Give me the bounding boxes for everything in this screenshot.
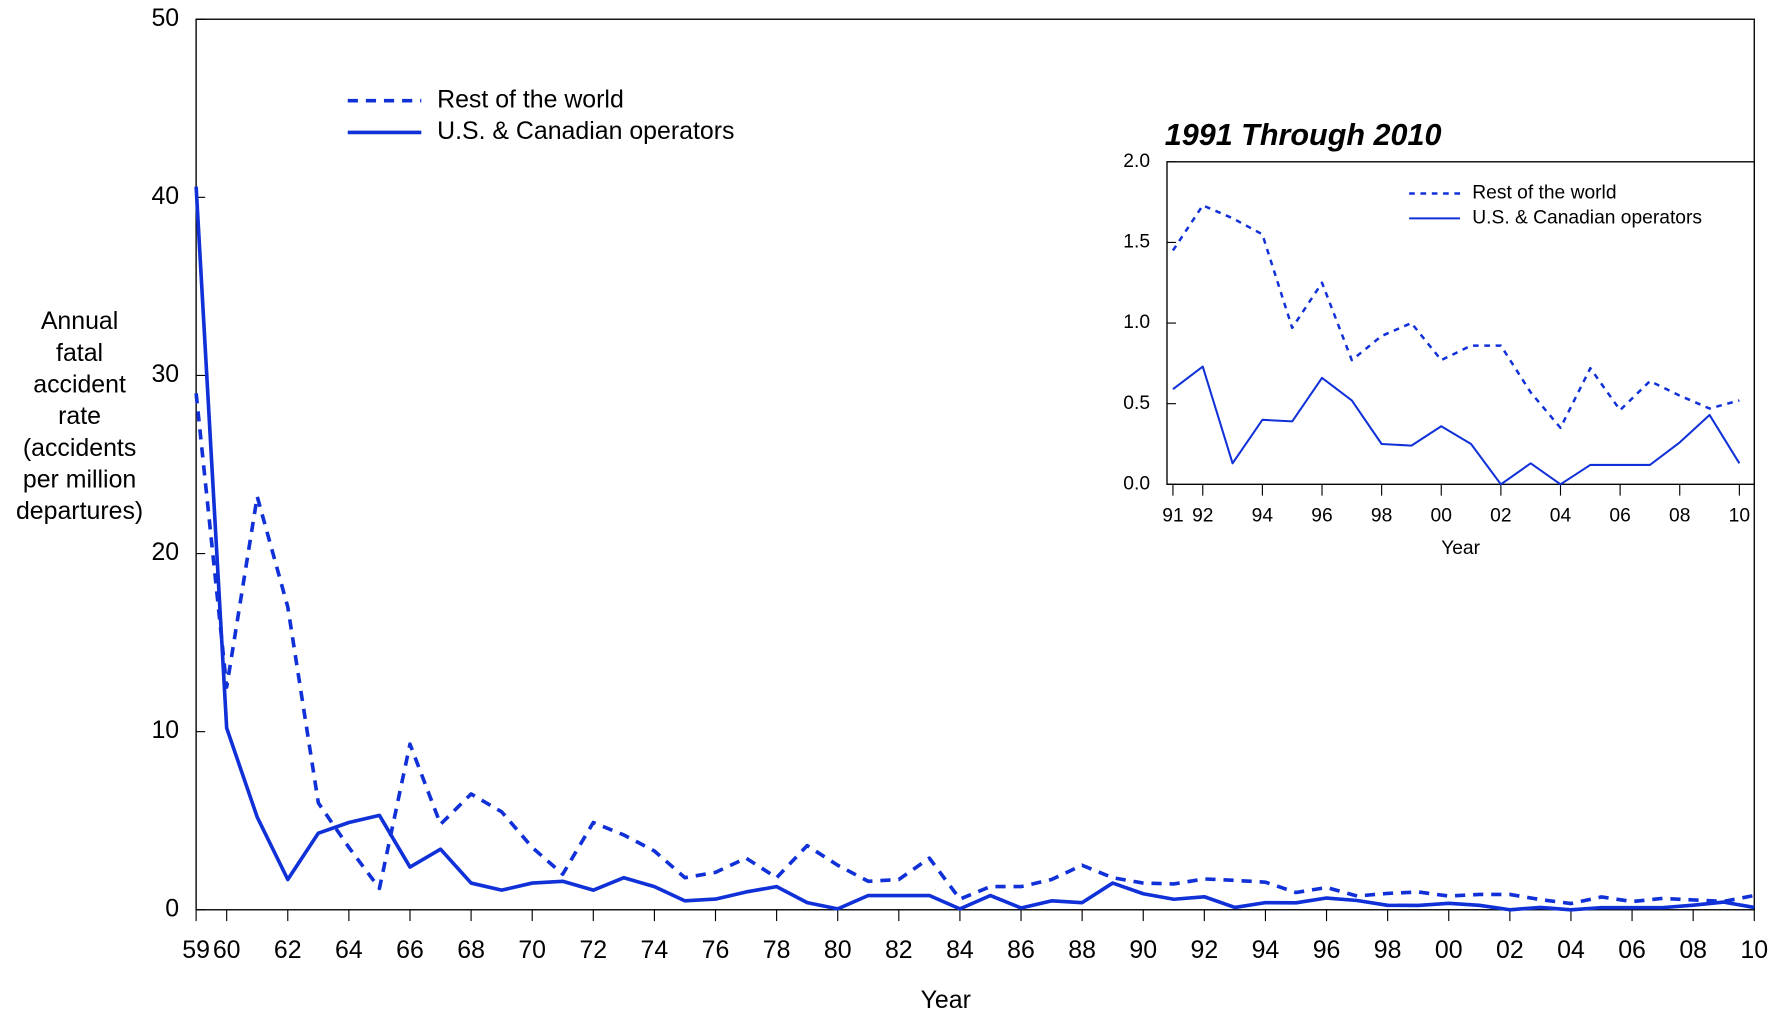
x-tick-label: 80: [824, 936, 852, 964]
y-axis-label: departures): [16, 497, 143, 525]
y-tick-label: 50: [151, 4, 179, 32]
y-axis-label: fatal: [56, 339, 103, 367]
x-tick-label: 10: [1740, 936, 1768, 964]
x-tick-label: 10: [1729, 506, 1750, 527]
y-axis-label: rate: [58, 402, 101, 430]
x-tick-label: 98: [1371, 506, 1392, 527]
x-tick-label: 90: [1129, 936, 1157, 964]
x-tick-label: 76: [702, 936, 730, 964]
x-tick-label: 96: [1313, 936, 1341, 964]
x-tick-label: 94: [1252, 506, 1274, 527]
x-tick-label: 62: [274, 936, 302, 964]
x-tick-label: 04: [1550, 506, 1572, 527]
x-tick-label: 72: [579, 936, 607, 964]
y-axis-label: Annual: [41, 307, 118, 335]
x-tick-label: 60: [213, 936, 241, 964]
series-line: [1172, 365, 1741, 486]
y-tick-label: 20: [151, 538, 179, 566]
y-tick-label: 0: [165, 894, 179, 922]
chart-title: 1991 Through 2010: [1165, 118, 1442, 152]
x-axis-label: Year: [921, 986, 971, 1014]
y-tick-label: 30: [151, 360, 179, 388]
y-axis-label: (accidents: [23, 434, 136, 462]
x-tick-label: 88: [1068, 936, 1096, 964]
x-tick-label: 92: [1192, 506, 1213, 527]
x-tick-label: 86: [1007, 936, 1035, 964]
inset-background: [1166, 161, 1755, 485]
y-tick-label: 0.0: [1123, 473, 1150, 494]
y-axis-label: accident: [33, 370, 126, 398]
x-tick-label: 78: [763, 936, 791, 964]
x-tick-label: 70: [518, 936, 546, 964]
x-tick-label: 92: [1190, 936, 1218, 964]
y-tick-label: 0.5: [1123, 393, 1150, 414]
x-tick-label: 06: [1618, 936, 1646, 964]
y-tick-label: 40: [151, 182, 179, 210]
series-line: [1171, 204, 1740, 430]
x-tick-label: 04: [1557, 936, 1585, 964]
y-tick-label: 1.5: [1123, 232, 1150, 253]
x-tick-label: 91: [1162, 506, 1183, 527]
x-tick-label: 96: [1311, 506, 1332, 527]
x-tick-label: 00: [1431, 506, 1452, 527]
x-tick-label: 00: [1435, 936, 1463, 964]
x-tick-label: 02: [1496, 936, 1524, 964]
x-tick-label: 68: [457, 936, 485, 964]
x-tick-label: 82: [885, 936, 913, 964]
x-tick-label: 08: [1669, 506, 1690, 527]
x-axis-label: Year: [1441, 538, 1480, 559]
legend-label: Rest of the world: [1472, 183, 1616, 204]
series-line: [194, 186, 1755, 912]
y-axis-label: per million: [23, 465, 136, 493]
x-tick-label: 02: [1490, 506, 1511, 527]
legend-label: Rest of the world: [437, 85, 624, 113]
legend-label: U.S. & Canadian operators: [1472, 207, 1702, 228]
y-tick-label: 10: [151, 716, 179, 744]
y-tick-label: 2.0: [1123, 151, 1150, 172]
x-tick-label: 98: [1374, 936, 1402, 964]
x-tick-label: 66: [396, 936, 424, 964]
x-tick-label: 64: [335, 936, 363, 964]
x-tick-label: 84: [946, 936, 974, 964]
x-tick-label: 94: [1252, 936, 1280, 964]
y-tick-label: 1.0: [1123, 312, 1150, 333]
x-tick-label: 74: [641, 936, 669, 964]
series-line: [194, 393, 1755, 906]
x-tick-label: 59: [182, 936, 210, 964]
x-tick-label: 08: [1679, 936, 1707, 964]
legend-label: U.S. & Canadian operators: [437, 117, 734, 145]
x-tick-label: 06: [1609, 506, 1630, 527]
